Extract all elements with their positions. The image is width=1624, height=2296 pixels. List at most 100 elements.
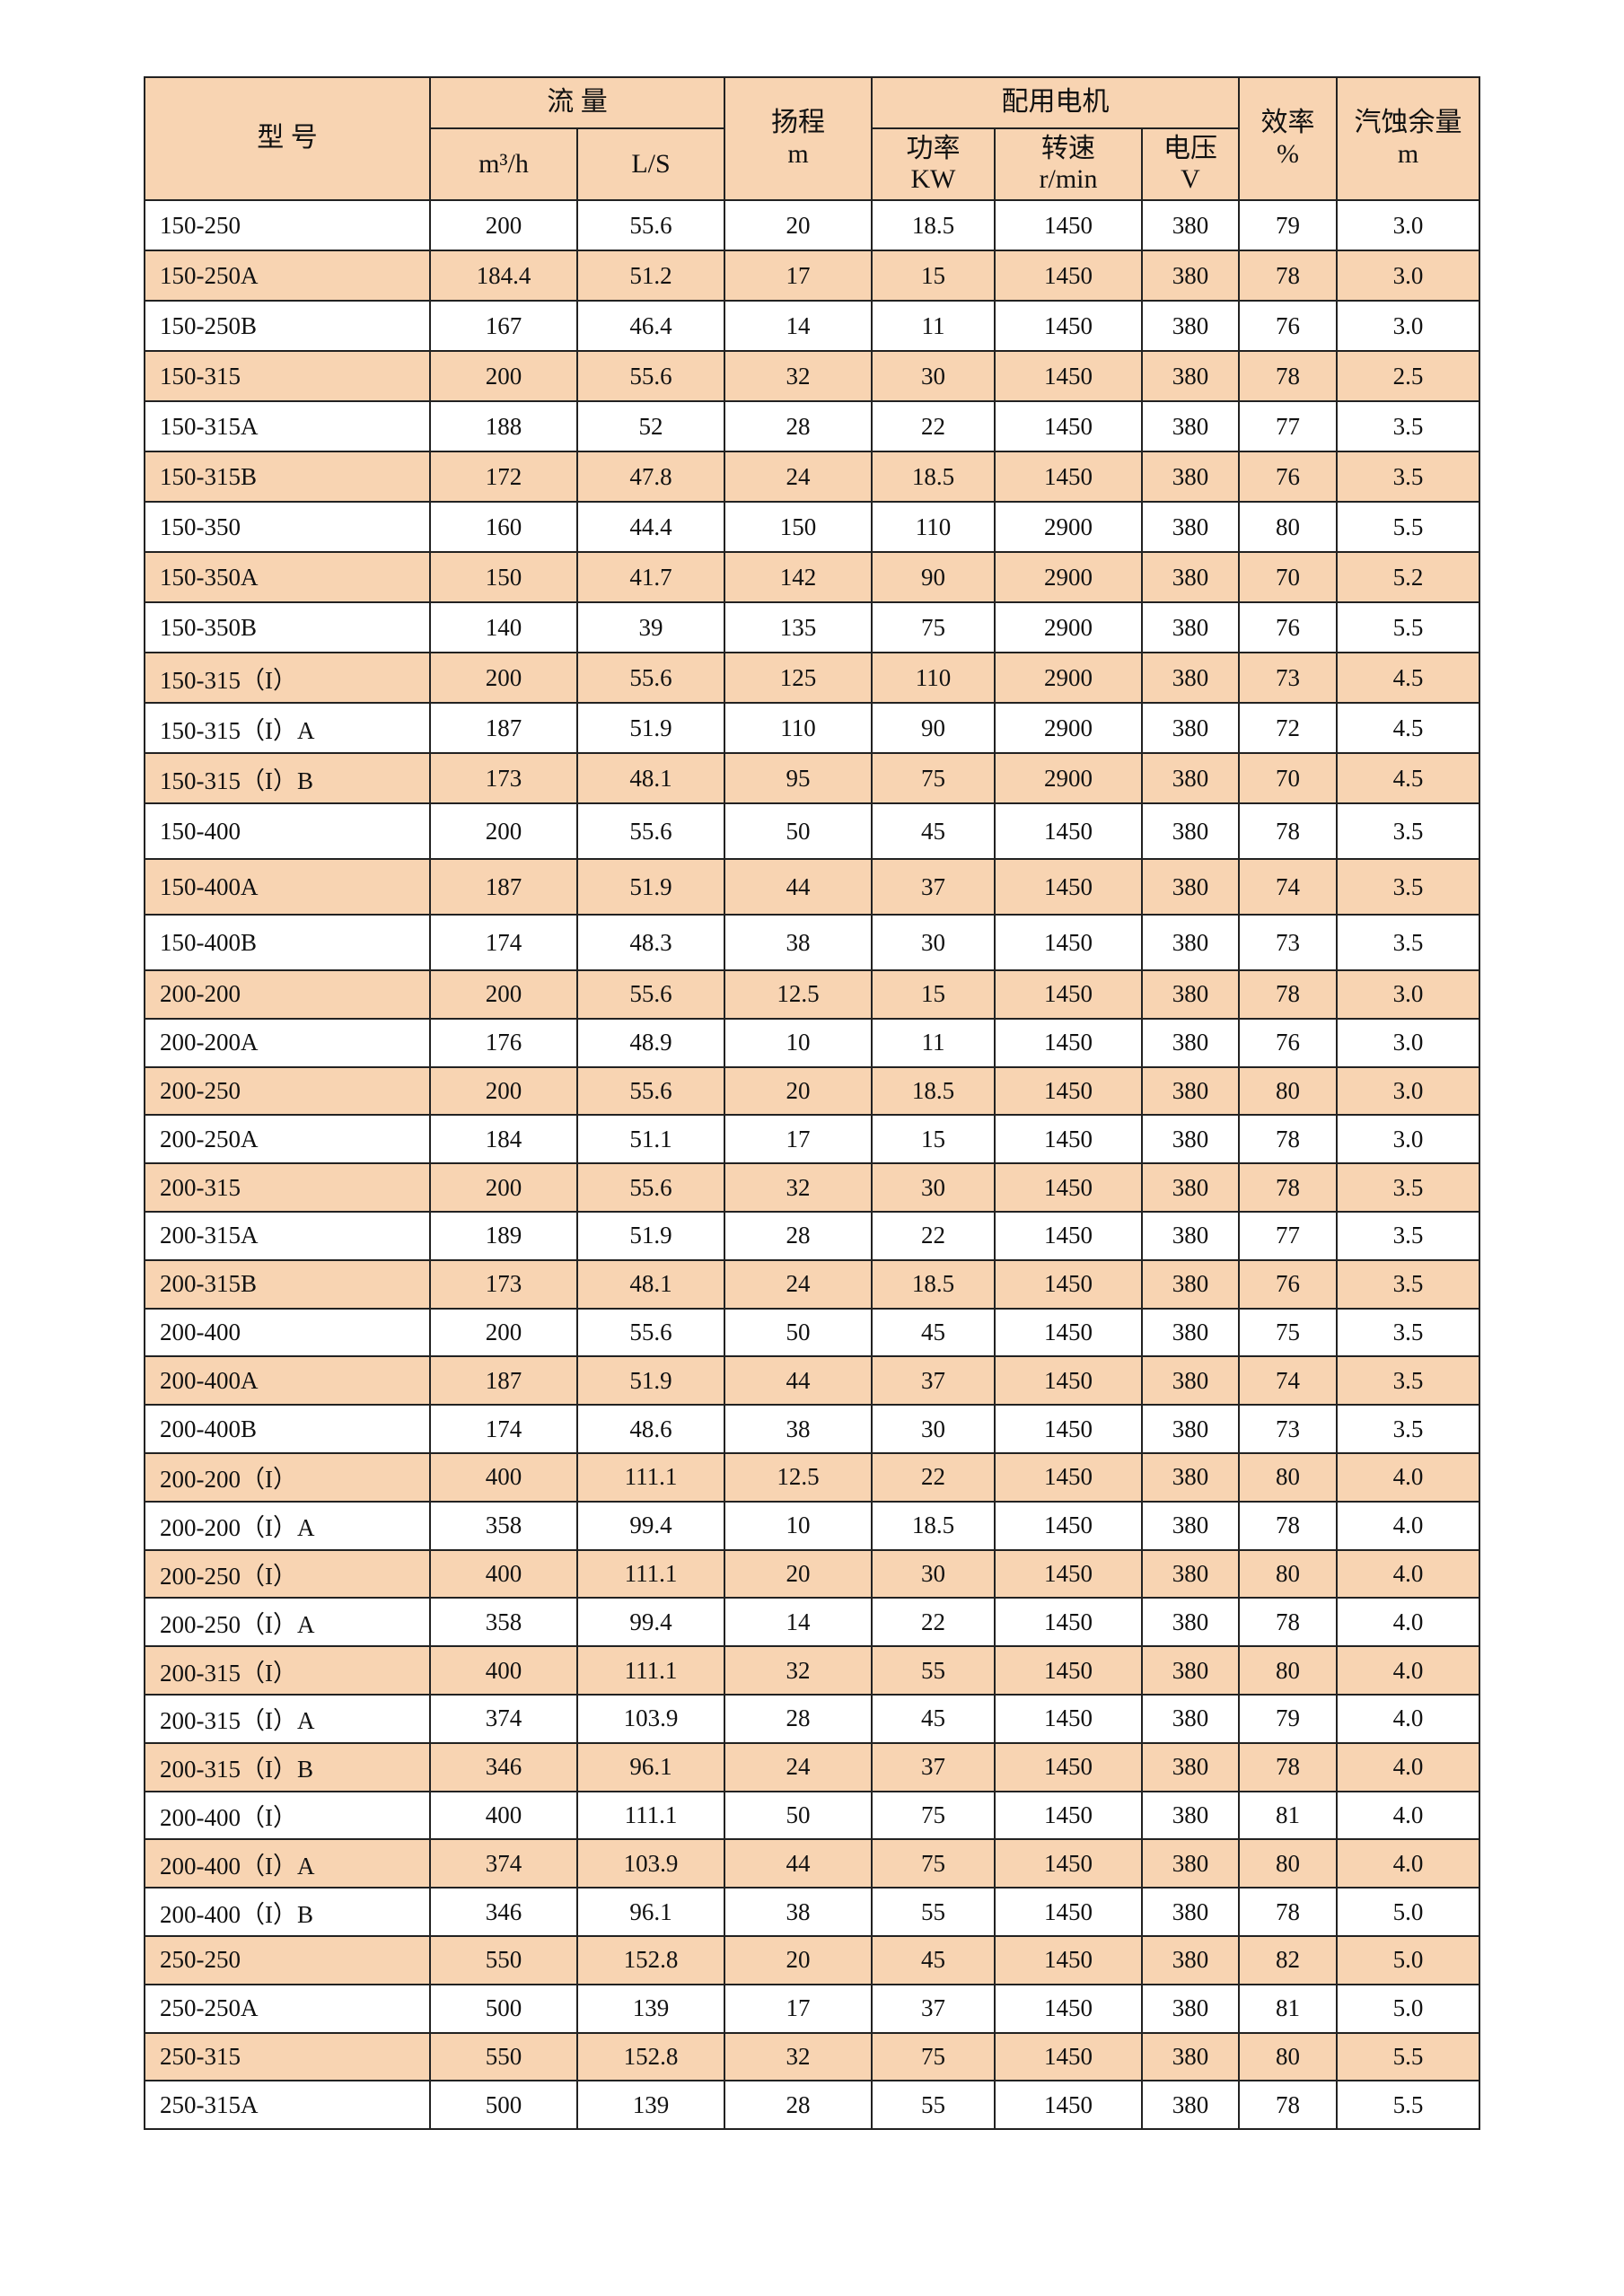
value-cell: 30 <box>871 1404 996 1454</box>
value-cell: 78 <box>1238 1162 1339 1213</box>
table-row: 200-250 200 55.6 20 18.5 1450 380 80 3.0 <box>144 1065 1481 1117</box>
header-flow-ls: L/S <box>576 127 725 201</box>
value-cell: 4.5 <box>1336 652 1481 704</box>
value-cell: 75 <box>871 601 996 653</box>
value-cell: 55.6 <box>576 199 725 251</box>
value-cell: 79 <box>1238 1693 1339 1744</box>
model-cell: 150-250 <box>144 199 431 251</box>
value-cell: 380 <box>1140 1017 1241 1068</box>
value-cell: 1450 <box>994 1500 1143 1551</box>
value-cell: 20 <box>724 199 873 251</box>
value-cell: 5.5 <box>1336 601 1481 653</box>
value-cell: 75 <box>871 1790 996 1841</box>
value-cell: 139 <box>576 1983 725 2034</box>
value-cell: 111.1 <box>576 1451 725 1503</box>
value-cell: 82 <box>1238 1934 1339 1985</box>
value-cell: 380 <box>1140 551 1241 603</box>
value-cell: 1450 <box>994 250 1143 302</box>
table-row: 150-350 160 44.4 150 110 2900 380 80 5.5 <box>144 501 1481 553</box>
value-cell: 500 <box>429 1983 578 2034</box>
value-cell: 125 <box>724 652 873 704</box>
model-cell: 150-315（I）A <box>144 702 431 754</box>
header-efficiency: 效率% <box>1238 76 1339 201</box>
value-cell: 2900 <box>994 702 1143 754</box>
value-cell: 4.0 <box>1336 1451 1481 1503</box>
model-cell: 200-250A <box>144 1114 431 1165</box>
value-cell: 110 <box>871 652 996 704</box>
value-cell: 5.0 <box>1336 1887 1481 1937</box>
model-cell: 200-400（I）B <box>144 1887 431 1937</box>
model-cell: 200-315 <box>144 1162 431 1213</box>
table-row: 250-250 550 152.8 20 45 1450 380 82 5.0 <box>144 1934 1481 1985</box>
model-cell: 200-250（I）A <box>144 1597 431 1648</box>
model-cell: 150-350A <box>144 551 431 603</box>
value-cell: 2900 <box>994 501 1143 553</box>
header-speed: 转速 r/min <box>994 127 1143 201</box>
value-cell: 1450 <box>994 1887 1143 1937</box>
table-row: 150-250A 184.4 51.2 17 15 1450 380 78 3.0 <box>144 250 1481 302</box>
value-cell: 3.0 <box>1336 1114 1481 1165</box>
value-cell: 380 <box>1140 1307 1241 1358</box>
value-cell: 2900 <box>994 551 1143 603</box>
value-cell: 110 <box>871 501 996 553</box>
value-cell: 167 <box>429 300 578 352</box>
value-cell: 4.0 <box>1336 1548 1481 1599</box>
table-row: 150-315（I） 200 55.6 125 110 2900 380 73 4.5 <box>144 652 1481 704</box>
value-cell: 41.7 <box>576 551 725 603</box>
value-cell: 3.5 <box>1336 400 1481 452</box>
value-cell: 380 <box>1140 501 1241 553</box>
value-cell: 75 <box>1238 1307 1339 1358</box>
header-npsh: 汽蚀余量 m <box>1336 76 1481 201</box>
table-row: 200-200（I） 400 111.1 12.5 22 1450 380 80 4.0 <box>144 1451 1481 1503</box>
value-cell: 380 <box>1140 350 1241 402</box>
header-flow-m3h: m³/h <box>429 127 578 201</box>
value-cell: 11 <box>871 1017 996 1068</box>
value-cell: 380 <box>1140 1645 1241 1696</box>
value-cell: 380 <box>1140 858 1241 916</box>
value-cell: 380 <box>1140 1258 1241 1310</box>
value-cell: 4.0 <box>1336 1597 1481 1648</box>
value-cell: 150 <box>724 501 873 553</box>
value-cell: 51.1 <box>576 1114 725 1165</box>
value-cell: 3.5 <box>1336 1404 1481 1454</box>
value-cell: 380 <box>1140 914 1241 971</box>
value-cell: 1450 <box>994 1114 1143 1165</box>
value-cell: 200 <box>429 1307 578 1358</box>
table-row: 150-350B 140 39 135 75 2900 380 76 5.5 <box>144 601 1481 653</box>
value-cell: 184 <box>429 1114 578 1165</box>
value-cell: 4.5 <box>1336 702 1481 754</box>
value-cell: 22 <box>871 1597 996 1648</box>
value-cell: 30 <box>871 1548 996 1599</box>
value-cell: 380 <box>1140 1500 1241 1551</box>
value-cell: 173 <box>429 1258 578 1310</box>
value-cell: 22 <box>871 1451 996 1503</box>
value-cell: 17 <box>724 250 873 302</box>
value-cell: 1450 <box>994 969 1143 1020</box>
table-row: 150-315B 172 47.8 24 18.5 1450 380 76 3.5 <box>144 451 1481 503</box>
value-cell: 51.9 <box>576 702 725 754</box>
model-cell: 200-400A <box>144 1355 431 1407</box>
value-cell: 95 <box>724 752 873 804</box>
value-cell: 75 <box>871 2031 996 2082</box>
value-cell: 51.9 <box>576 1355 725 1407</box>
value-cell: 48.1 <box>576 1258 725 1310</box>
value-cell: 38 <box>724 1887 873 1937</box>
value-cell: 77 <box>1238 400 1339 452</box>
value-cell: 78 <box>1238 1887 1339 1937</box>
value-cell: 200 <box>429 969 578 1020</box>
value-cell: 374 <box>429 1693 578 1744</box>
value-cell: 17 <box>724 1114 873 1165</box>
model-cell: 150-400B <box>144 914 431 971</box>
value-cell: 45 <box>871 1693 996 1744</box>
value-cell: 50 <box>724 1790 873 1841</box>
model-cell: 150-400A <box>144 858 431 916</box>
model-cell: 200-250（I） <box>144 1548 431 1599</box>
value-cell: 3.0 <box>1336 199 1481 251</box>
table-row: 200-400A 187 51.9 44 37 1450 380 74 3.5 <box>144 1355 1481 1407</box>
value-cell: 22 <box>871 1210 996 1261</box>
model-cell: 200-315（I） <box>144 1645 431 1696</box>
value-cell: 48.1 <box>576 752 725 804</box>
value-cell: 28 <box>724 1210 873 1261</box>
value-cell: 55.6 <box>576 1065 725 1117</box>
model-cell: 200-200（I） <box>144 1451 431 1503</box>
